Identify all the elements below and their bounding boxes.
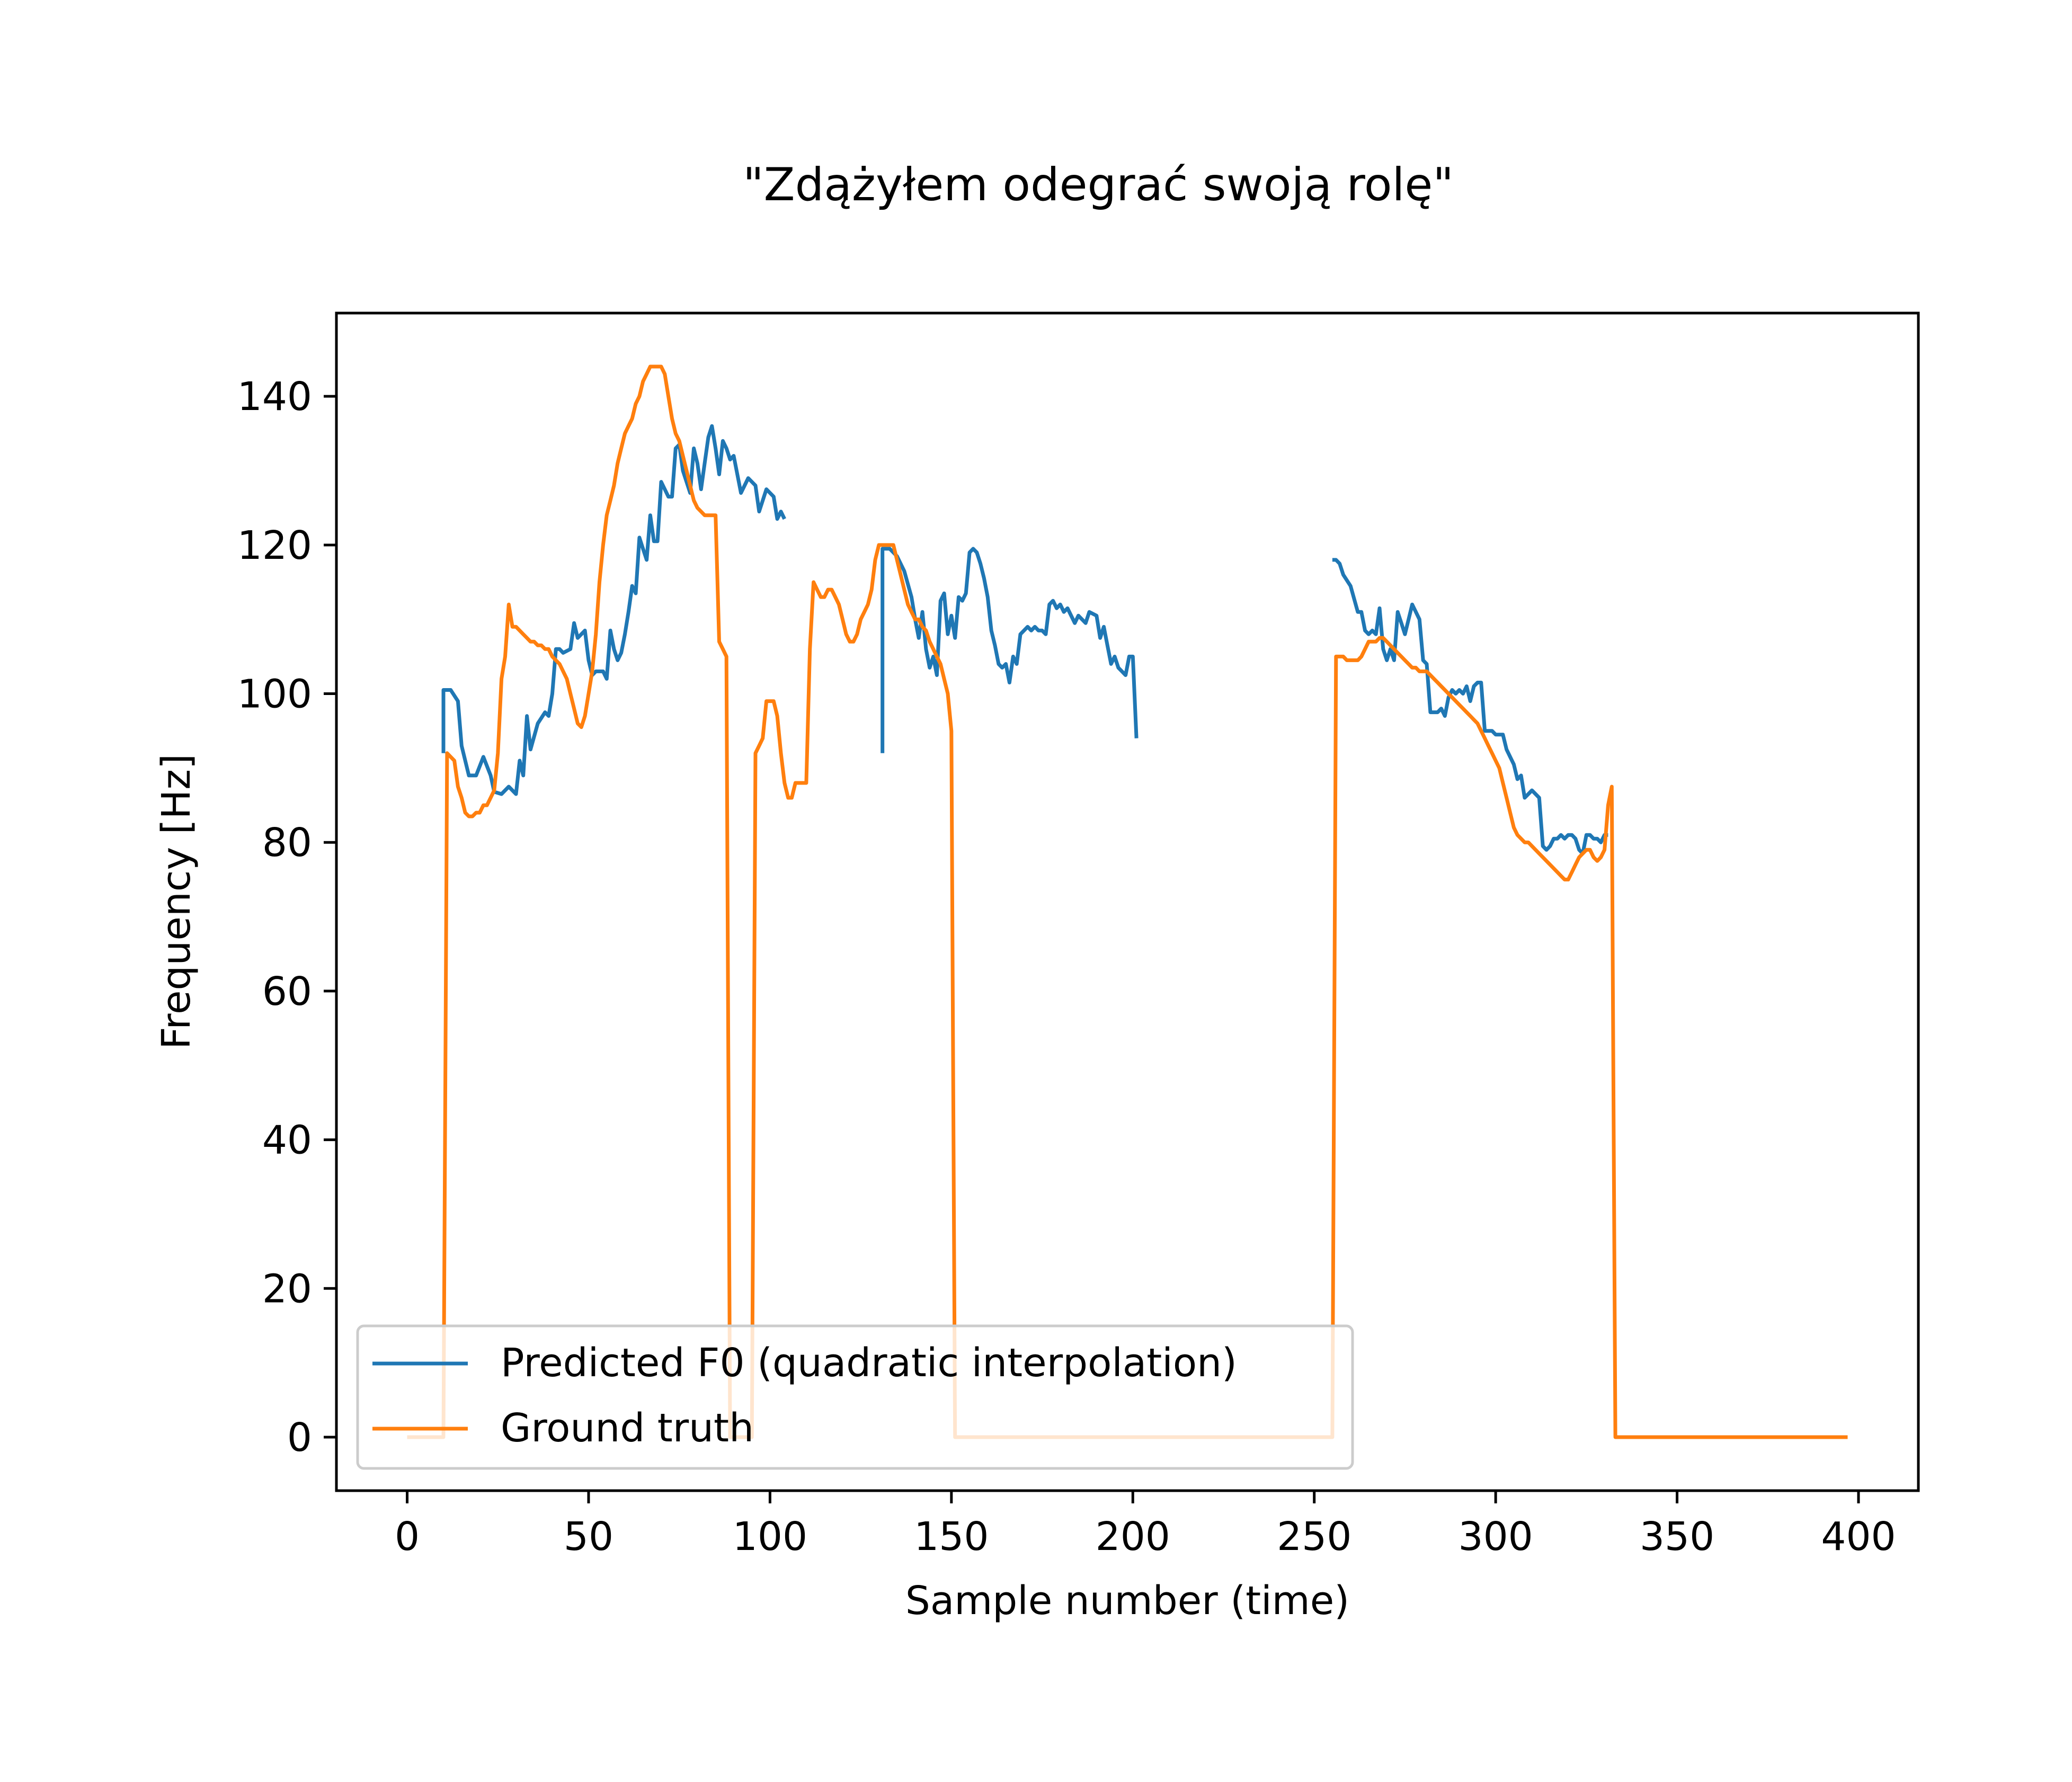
- x-axis-label: Sample number (time): [905, 1578, 1349, 1624]
- x-tick-label: 0: [395, 1514, 420, 1560]
- x-tick-label: 400: [1821, 1514, 1896, 1560]
- x-tick-label: 300: [1459, 1514, 1533, 1560]
- legend-label-predicted: Predicted F0 (quadratic interpolation): [501, 1340, 1237, 1386]
- y-axis-ticks: 0 20 40 60 80 100 120 140: [237, 374, 336, 1460]
- axes-frame: [335, 311, 1920, 1492]
- legend: Predicted F0 (quadratic interpolation) G…: [356, 1324, 1354, 1470]
- series-lines: [407, 364, 1848, 1439]
- x-tick-label: 100: [733, 1514, 807, 1560]
- chart-title: "Zdążyłem odegrać swoją rolę": [743, 158, 1454, 211]
- series-line-predicted-segment-2: [1332, 558, 1608, 856]
- y-tick-label: 40: [262, 1118, 312, 1163]
- series-line-ground-truth: [407, 364, 1848, 1439]
- x-tick-label: 250: [1277, 1514, 1351, 1560]
- x-tick-label: 150: [914, 1514, 989, 1560]
- x-axis-ticks: 0 50 100 150 200 250 300 350 400: [395, 1491, 1896, 1560]
- y-tick-label: 60: [262, 969, 312, 1014]
- x-tick-label: 50: [564, 1514, 613, 1560]
- y-tick-label: 0: [287, 1415, 312, 1460]
- y-tick-label: 120: [237, 523, 312, 568]
- legend-label-ground-truth: Ground truth: [501, 1405, 754, 1451]
- y-tick-label: 140: [237, 374, 312, 420]
- y-axis-label: Frequency [Hz]: [154, 754, 199, 1049]
- legend-box: [356, 1324, 1354, 1470]
- series-line-predicted-segment-1: [881, 547, 1139, 753]
- y-tick-label: 80: [262, 820, 312, 866]
- series-line-predicted-segment-0: [441, 424, 786, 796]
- x-tick-label: 350: [1640, 1514, 1714, 1560]
- y-tick-label: 100: [237, 672, 312, 717]
- x-tick-label: 200: [1096, 1514, 1170, 1560]
- y-tick-label: 20: [262, 1266, 312, 1312]
